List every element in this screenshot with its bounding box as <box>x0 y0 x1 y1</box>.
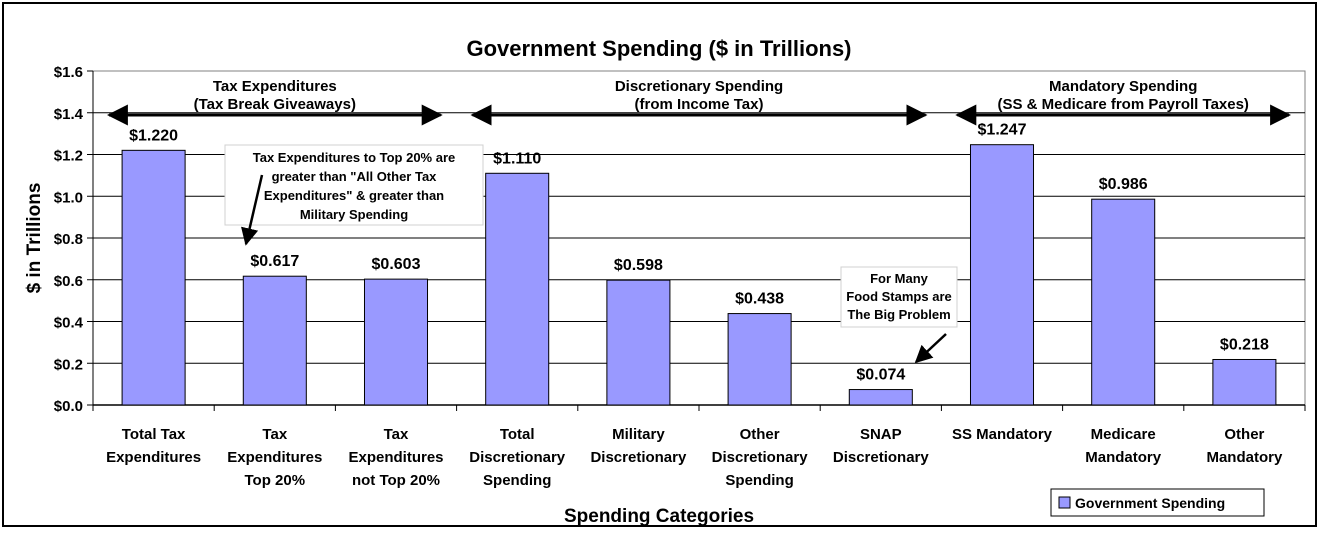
x-category-label: Expenditures <box>227 449 322 466</box>
x-category-label: Total <box>500 426 535 443</box>
x-category-label: Expenditures <box>106 449 201 466</box>
x-category-label: Tax <box>384 426 409 443</box>
group-title: Mandatory Spending <box>1049 78 1197 95</box>
x-category-label: Mandatory <box>1085 449 1162 466</box>
legend-swatch <box>1058 496 1071 509</box>
group-subtitle: (Tax Break Giveaways) <box>194 96 356 113</box>
chart-frame: Government Spending ($ in Trillions) $0.0… <box>2 2 1317 527</box>
bar-value-label: $1.247 <box>978 122 1027 139</box>
x-category-label: Discretionary <box>469 449 566 466</box>
x-category-label: Discretionary <box>590 449 687 466</box>
x-category-label: SS Mandatory <box>952 426 1053 443</box>
y-tick-label: $0.2 <box>54 356 83 373</box>
x-category-label: Top 20% <box>245 472 306 489</box>
annotation-box <box>840 266 958 328</box>
x-category-label: not Top 20% <box>352 472 440 489</box>
bar <box>242 275 307 406</box>
bar-value-label: $0.617 <box>250 253 299 270</box>
bar <box>121 149 186 406</box>
bar-value-label: $0.218 <box>1220 336 1269 353</box>
group-subtitle: (SS & Medicare from Payroll Taxes) <box>997 96 1248 113</box>
y-tick-label: $1.4 <box>54 106 84 123</box>
bar <box>606 279 671 406</box>
x-category-label: Discretionary <box>833 449 930 466</box>
annotation-text: Expenditures" & greater than <box>264 188 444 203</box>
x-category-label: Tax <box>262 426 287 443</box>
legend-box <box>1050 488 1265 517</box>
bar <box>1091 198 1156 406</box>
x-category-label: Total Tax <box>122 426 186 443</box>
x-category-label: Medicare <box>1091 426 1156 443</box>
government-spending-chart: Government Spending ($ in Trillions) $0.0… <box>24 36 1306 527</box>
annotation-text: The Big Problem <box>847 307 950 322</box>
x-category-label: Expenditures <box>348 449 443 466</box>
annotation-box <box>224 144 484 226</box>
annotation-text: For Many <box>870 271 929 286</box>
annotation-text: Military Spending <box>300 207 408 222</box>
annotation-text: Food Stamps are <box>846 289 951 304</box>
y-tick-label: $1.0 <box>54 189 83 206</box>
bar <box>363 278 429 406</box>
bar-value-label: $0.986 <box>1099 176 1148 193</box>
x-category-label: Other <box>740 426 780 443</box>
y-tick-label: $0.0 <box>54 398 83 415</box>
bar-value-label: $1.220 <box>129 127 178 144</box>
group-title: Tax Expenditures <box>213 78 337 95</box>
legend-label: Government Spending <box>1075 495 1225 511</box>
y-axis-title: $ in Trillions <box>24 183 45 294</box>
bar-value-label: $0.598 <box>614 257 663 274</box>
x-category-label: Other <box>1224 426 1264 443</box>
bar <box>848 389 913 406</box>
group-title: Discretionary Spending <box>615 78 783 95</box>
bar <box>1212 358 1277 406</box>
x-category-label: SNAP <box>860 426 902 443</box>
bar <box>969 144 1035 406</box>
annotation-arrow <box>914 333 947 364</box>
bar <box>727 313 792 406</box>
x-category-label: Spending <box>725 472 793 489</box>
legend: Government Spending <box>1050 488 1265 517</box>
bar-value-label: $0.603 <box>372 256 421 273</box>
bar <box>485 172 550 406</box>
x-axis-title: Spending Categories <box>564 506 754 525</box>
x-category-label: Mandatory <box>1206 449 1283 466</box>
bar-value-label: $0.074 <box>856 367 905 384</box>
annotation-text: greater than "All Other Tax <box>272 169 438 184</box>
y-tick-label: $1.6 <box>54 64 83 81</box>
group-subtitle: (from Income Tax) <box>635 96 764 113</box>
x-category-label: Military <box>612 426 665 443</box>
chart-title: Government Spending ($ in Trillions) <box>466 36 851 61</box>
y-tick-label: $0.6 <box>54 273 83 290</box>
annotation-text: Tax Expenditures to Top 20% are <box>253 150 456 165</box>
annotation-arrow <box>241 174 264 246</box>
x-category-label: Discretionary <box>712 449 809 466</box>
y-tick-label: $0.4 <box>54 315 84 332</box>
bar-value-label: $1.110 <box>493 150 541 167</box>
x-category-label: Spending <box>483 472 551 489</box>
y-tick-label: $0.8 <box>54 231 83 248</box>
bar-value-label: $0.438 <box>735 291 784 308</box>
y-tick-label: $1.2 <box>54 148 83 165</box>
